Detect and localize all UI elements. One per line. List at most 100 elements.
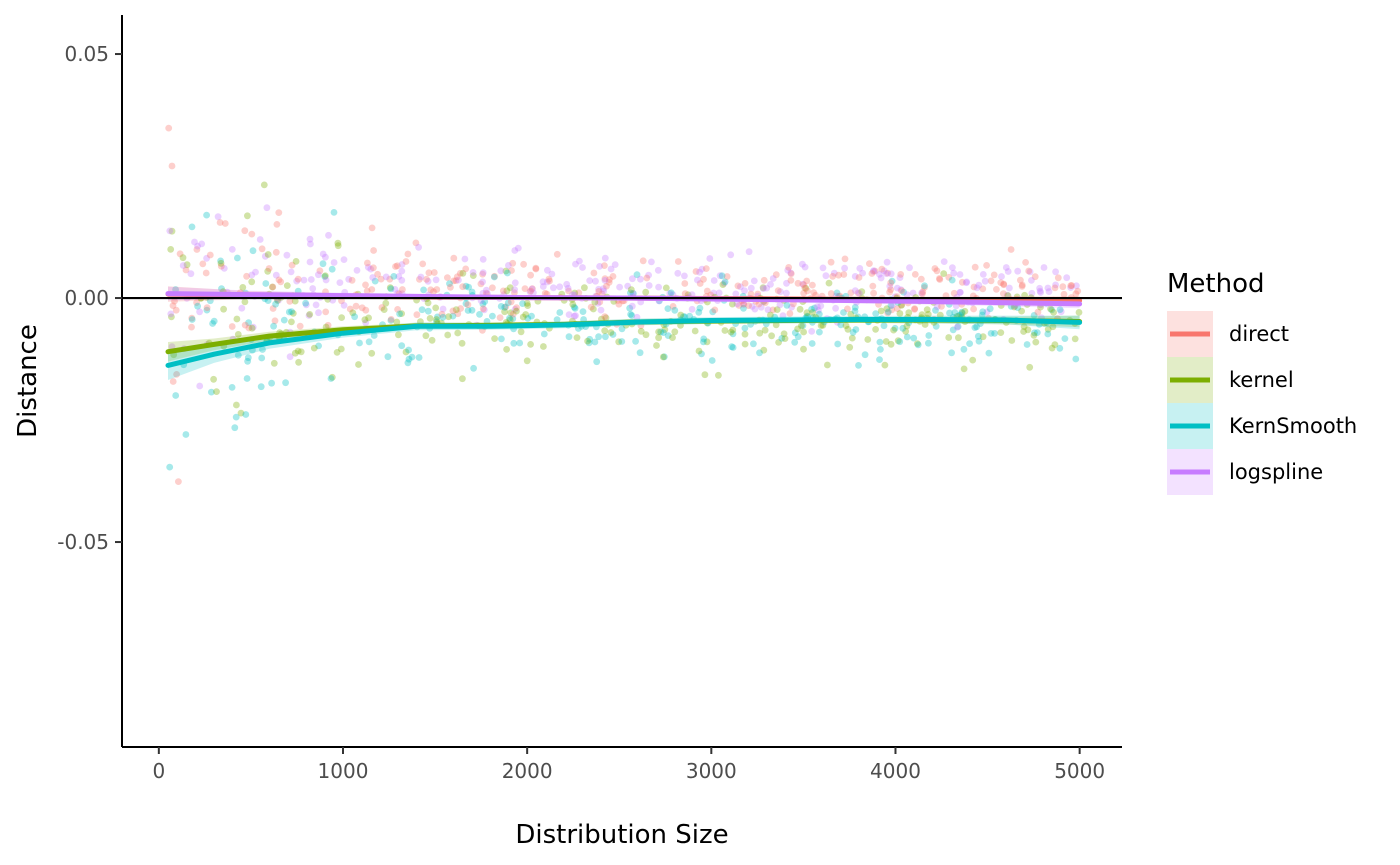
scatter-point bbox=[698, 265, 706, 273]
scatter-point bbox=[294, 275, 302, 283]
scatter-point bbox=[974, 332, 982, 340]
scatter-point bbox=[971, 324, 979, 331]
scatter-point bbox=[264, 267, 272, 275]
scatter-point bbox=[455, 276, 462, 284]
scatter-point bbox=[669, 334, 676, 341]
scatter-point bbox=[729, 326, 737, 334]
scatter-point bbox=[957, 289, 964, 296]
scatter-point bbox=[370, 332, 378, 339]
scatter-point bbox=[1051, 341, 1059, 348]
scatter-point bbox=[258, 354, 266, 362]
scatter-point bbox=[615, 338, 623, 346]
scatter-point bbox=[888, 306, 896, 314]
scatter-point bbox=[815, 310, 823, 318]
scatter-point bbox=[1075, 309, 1083, 316]
scatter-point bbox=[198, 240, 206, 248]
scatter-point bbox=[827, 290, 835, 297]
scatter-point bbox=[507, 298, 515, 306]
scatter-point bbox=[655, 334, 662, 342]
scatter-point bbox=[447, 283, 454, 291]
scatter-point bbox=[979, 285, 987, 293]
scatter-point bbox=[271, 317, 279, 325]
scatter-point bbox=[808, 305, 815, 313]
scatter-point bbox=[454, 329, 462, 337]
scatter-point bbox=[876, 338, 884, 346]
scatter-point bbox=[692, 268, 700, 275]
scatter-point bbox=[887, 302, 895, 309]
scatter-point bbox=[312, 301, 320, 309]
scatter-point bbox=[910, 334, 918, 342]
scatter-point bbox=[925, 339, 932, 347]
x-tick-label: 1000 bbox=[318, 759, 369, 783]
scatter-point bbox=[528, 285, 536, 293]
scatter-point bbox=[711, 306, 719, 314]
scatter-point bbox=[245, 319, 253, 327]
scatter-point bbox=[844, 325, 852, 333]
scatter-point bbox=[861, 351, 869, 359]
x-tick-label: 2000 bbox=[502, 759, 553, 783]
scatter-point bbox=[764, 306, 772, 314]
scatter-point bbox=[358, 304, 366, 312]
scatter-point bbox=[880, 322, 888, 330]
scatter-point bbox=[464, 307, 472, 314]
scatter-point bbox=[404, 359, 412, 367]
scatter-point bbox=[234, 254, 241, 262]
scatter-point bbox=[936, 311, 944, 319]
scatter-point bbox=[203, 254, 211, 262]
scatter-point bbox=[325, 231, 332, 239]
scatter-point bbox=[993, 286, 1000, 293]
scatter-point bbox=[425, 269, 433, 277]
scatter-point bbox=[221, 220, 229, 227]
scatter-point bbox=[911, 306, 918, 313]
scatter-point bbox=[779, 312, 787, 319]
scatter-point bbox=[648, 258, 655, 266]
scatter-point bbox=[346, 305, 354, 313]
scatter-point bbox=[571, 289, 579, 297]
scatter-point bbox=[430, 288, 437, 296]
scatter-point bbox=[412, 239, 420, 247]
scatter-point bbox=[842, 322, 850, 329]
scatter-point bbox=[355, 361, 362, 368]
scatter-point bbox=[754, 290, 762, 298]
legend-label: kernel bbox=[1229, 368, 1294, 392]
scatter-point bbox=[882, 270, 890, 277]
scatter-point bbox=[639, 257, 647, 265]
scatter-point bbox=[627, 286, 635, 294]
scatter-point bbox=[905, 309, 913, 317]
scatter-point bbox=[997, 329, 1005, 336]
scatter-point bbox=[772, 321, 780, 329]
scatter-point bbox=[336, 279, 344, 286]
scatter-point bbox=[214, 213, 222, 221]
scatter-point bbox=[269, 283, 277, 291]
scatter-point bbox=[248, 230, 256, 238]
scatter-point bbox=[609, 331, 617, 338]
scatter-point bbox=[507, 309, 515, 317]
scatter-point bbox=[171, 297, 178, 305]
scatter-point bbox=[896, 274, 904, 281]
scatter-point bbox=[1056, 306, 1064, 313]
scatter-point bbox=[884, 308, 892, 316]
scatter-point bbox=[1031, 273, 1039, 281]
scatter-point bbox=[462, 282, 470, 290]
scatter-point bbox=[832, 304, 839, 312]
scatter-point bbox=[439, 305, 447, 313]
scatter-point bbox=[695, 308, 703, 316]
x-tick-label: 3000 bbox=[686, 759, 737, 783]
scatter-point bbox=[306, 311, 314, 318]
scatter-point bbox=[666, 290, 674, 297]
scatter-point bbox=[681, 290, 689, 298]
scatter-point bbox=[654, 266, 662, 274]
scatter-point bbox=[261, 252, 269, 260]
scatter-point bbox=[365, 338, 373, 346]
scatter-point bbox=[349, 309, 357, 317]
scatter-point bbox=[605, 279, 613, 286]
scatter-point bbox=[1049, 323, 1057, 331]
scatter-point bbox=[787, 270, 795, 278]
smooth-line bbox=[165, 317, 1083, 368]
scatter-point bbox=[710, 277, 718, 284]
scatter-point bbox=[193, 299, 201, 306]
scatter-point bbox=[521, 285, 529, 292]
scatter-point bbox=[244, 357, 252, 365]
scatter-point bbox=[774, 287, 782, 294]
scatter-point bbox=[427, 286, 435, 294]
